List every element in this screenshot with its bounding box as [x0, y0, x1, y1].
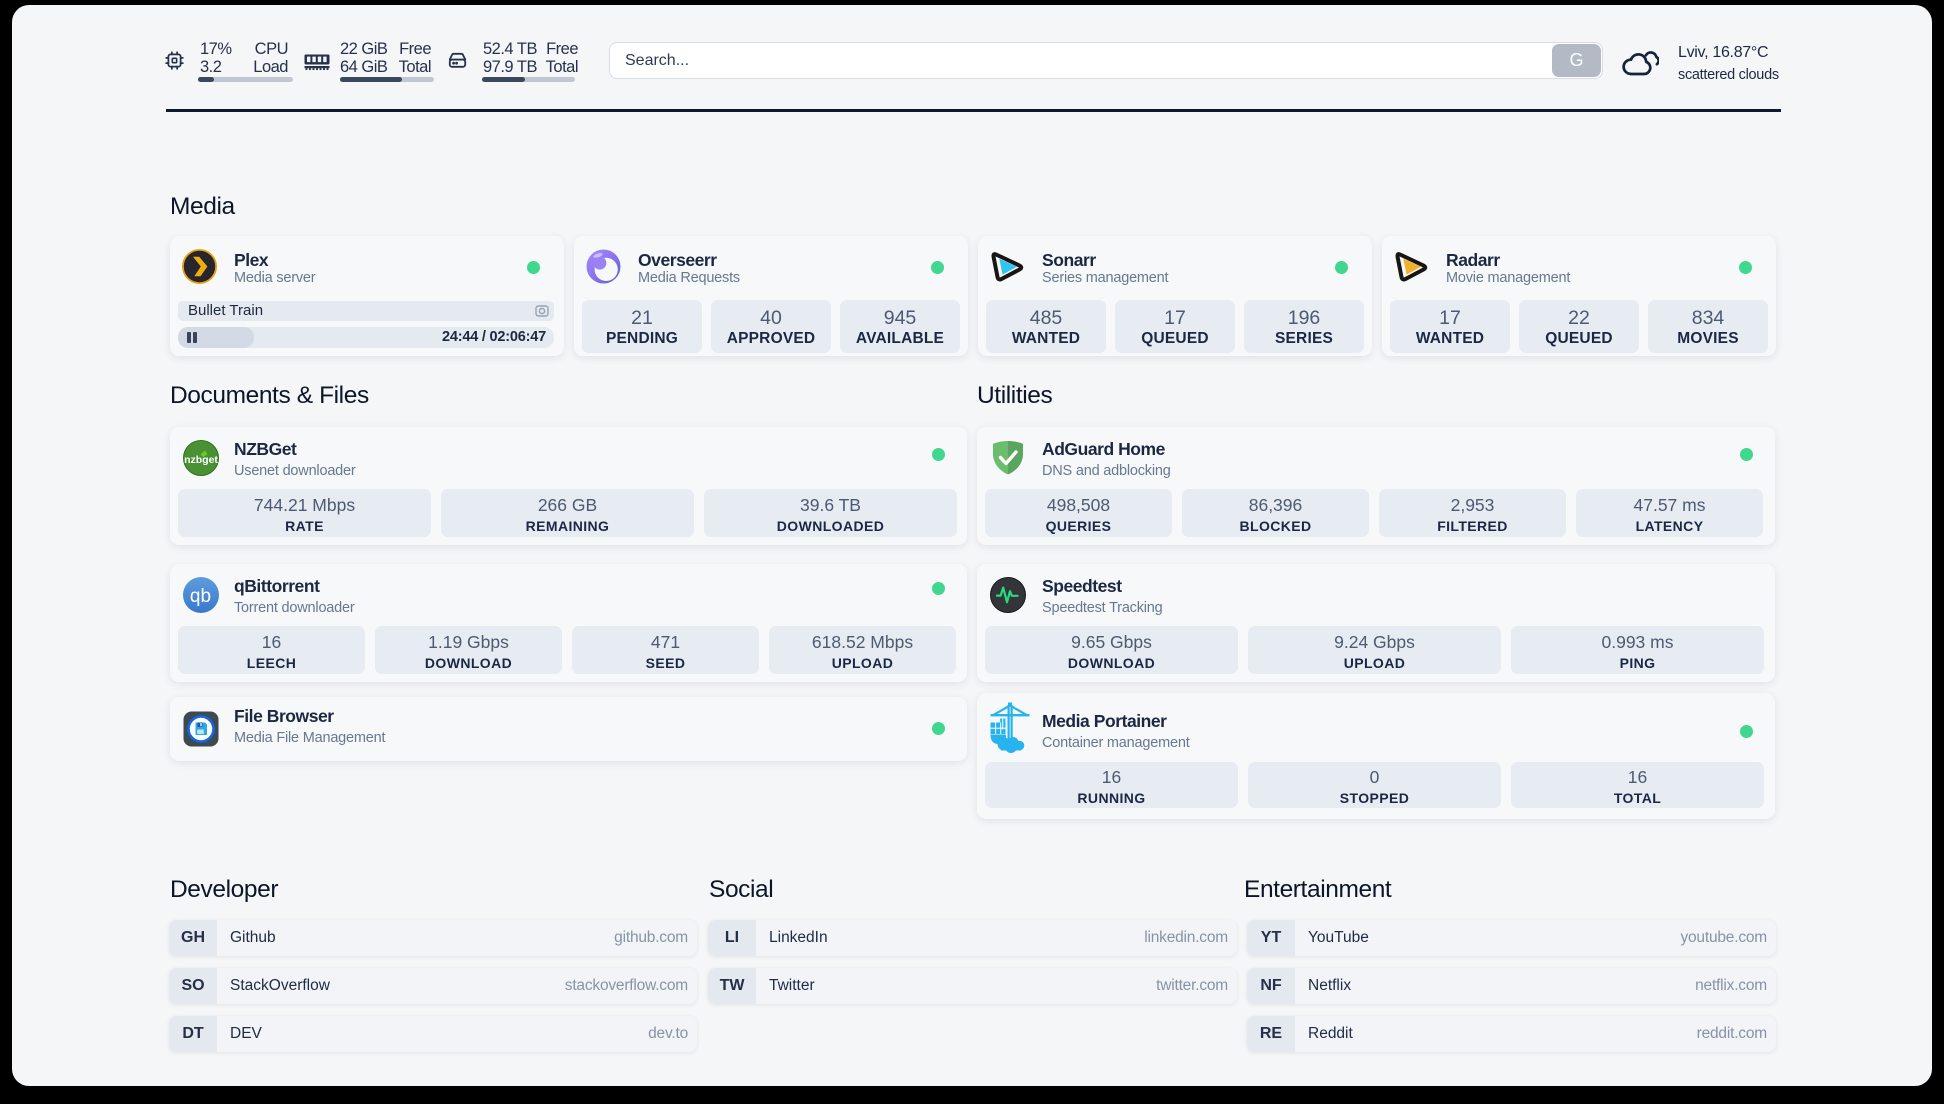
svg-text:qb: qb [190, 586, 211, 607]
svg-text:nzbget: nzbget [184, 454, 218, 466]
